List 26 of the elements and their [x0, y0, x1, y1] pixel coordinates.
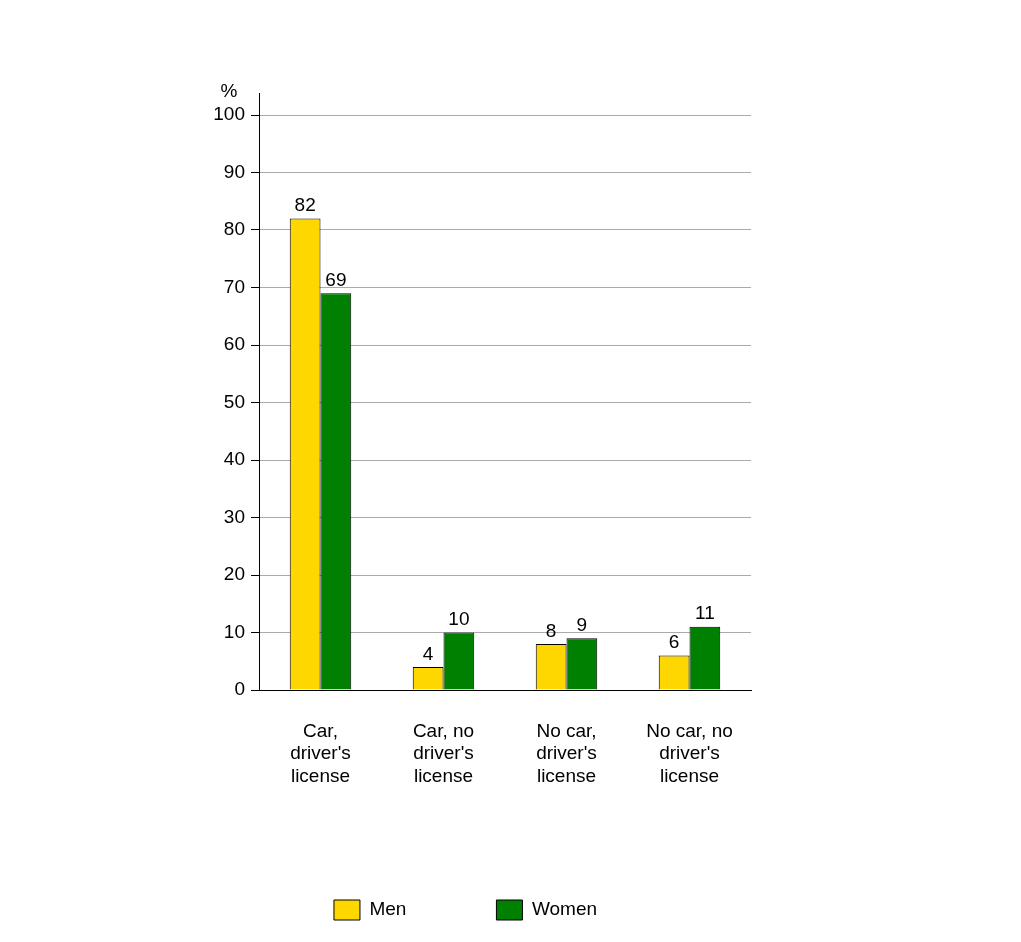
x-tick-label: No car, driver's license [536, 719, 597, 787]
y-tick-label: 50 [223, 390, 245, 412]
legend-label: Women [531, 898, 598, 920]
data-label: 8 [545, 619, 557, 641]
y-tick-label: 10 [223, 620, 245, 642]
y-axis-title: % [220, 79, 238, 101]
data-label: 11 [695, 602, 715, 624]
y-tick-label: 70 [223, 275, 245, 297]
y-tick-label: 100 [213, 103, 245, 125]
x-tick-label: No car, no driver's license [646, 719, 733, 787]
y-tick-label: 0 [234, 678, 245, 700]
y-tick-label: 80 [223, 218, 245, 240]
y-tick-label: 90 [223, 160, 245, 182]
data-label: 4 [422, 642, 434, 664]
y-tick-label: 60 [223, 333, 245, 355]
x-tick-label: Car, no driver's license [412, 719, 475, 787]
data-label: 69 [325, 268, 347, 290]
legend-label: Men [369, 898, 407, 920]
y-tick-label: 30 [223, 505, 245, 527]
x-tick-label: Car, driver's license [290, 719, 351, 787]
data-label: 82 [294, 194, 316, 216]
y-tick-label: 20 [223, 563, 245, 585]
data-label: 10 [448, 608, 470, 630]
data-label: 6 [668, 631, 680, 653]
y-tick-label: 40 [223, 448, 245, 470]
data-label: 9 [576, 613, 588, 635]
